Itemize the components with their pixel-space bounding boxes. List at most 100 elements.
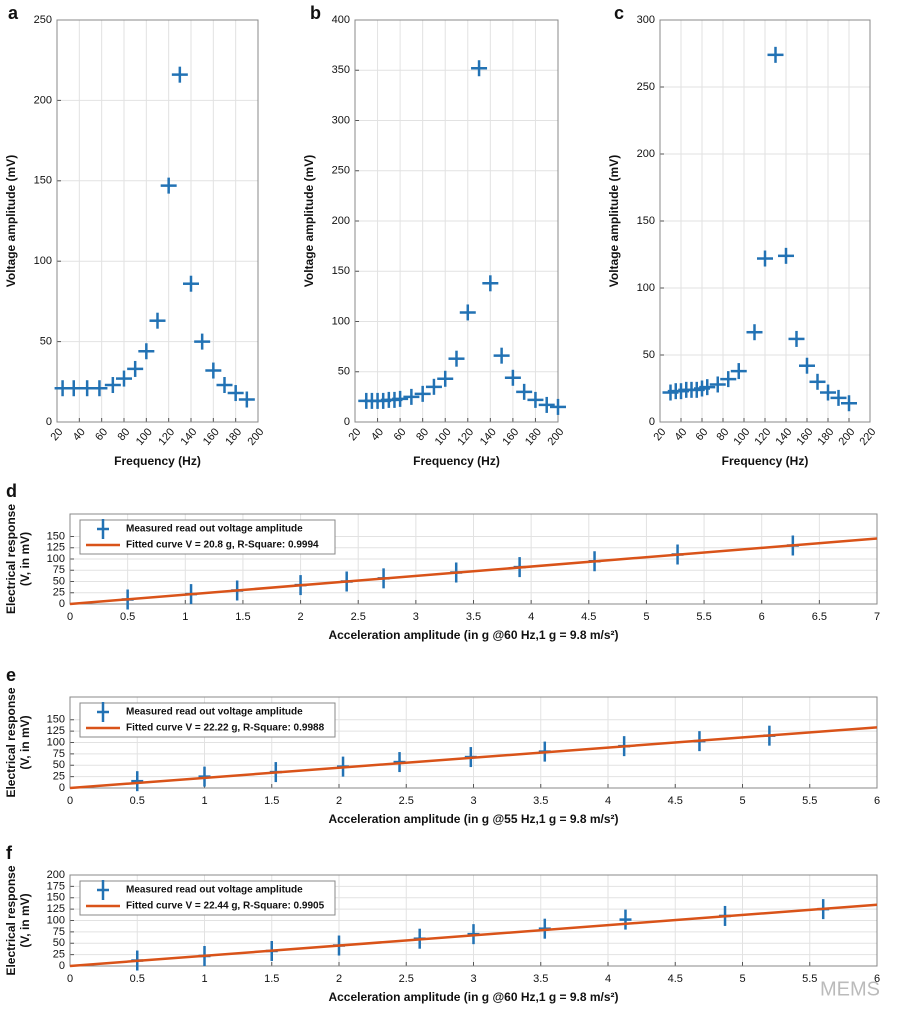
y-tick-label: 250 (332, 165, 350, 177)
x-axis-label: Frequency (Hz) (413, 454, 500, 468)
x-tick-label: 120 (156, 426, 177, 448)
data-point (799, 357, 815, 374)
y-tick-label: 0 (59, 782, 65, 794)
x-tick-label: 0 (67, 611, 73, 623)
x-tick-label: 200 (546, 426, 567, 448)
data-point (459, 304, 476, 321)
data-point (820, 384, 836, 401)
data-point (730, 363, 747, 380)
x-tick-label: 140 (478, 426, 499, 448)
y-tick-label: 150 (47, 714, 65, 726)
y-axis-label: Voltage amplitude (mV) (4, 155, 18, 287)
x-tick-label: 80 (414, 426, 431, 443)
x-tick-label: 5 (739, 973, 745, 985)
x-tick-label: 100 (433, 426, 454, 448)
y-tick-label: 100 (34, 255, 52, 267)
legend-label: Measured read out voltage amplitude (126, 885, 303, 896)
y-tick-label: 100 (332, 315, 350, 327)
y-tick-label: 100 (637, 282, 655, 294)
y-tick-label: 250 (34, 14, 52, 26)
x-tick-label: 5.5 (802, 795, 817, 807)
legend-swatch (97, 702, 109, 722)
x-tick-label: 0.5 (120, 611, 135, 623)
legend-label: Fitted curve V = 20.8 g, R-Square: 0.999… (126, 540, 319, 551)
y-tick-label: 150 (47, 530, 65, 542)
legend-label: Fitted curve V = 22.44 g, R-Square: 0.99… (126, 901, 325, 912)
y-tick-label: 200 (332, 215, 350, 227)
x-tick-label: 200 (837, 426, 858, 448)
y-tick-label: 150 (332, 265, 350, 277)
y-tick-label: 300 (332, 114, 350, 126)
data-point (194, 333, 211, 350)
x-axis-label: Frequency (Hz) (114, 454, 201, 468)
axes-frame (56, 19, 259, 423)
y-tick-label: 0 (59, 960, 65, 972)
axes-frame (69, 513, 878, 605)
panel-letter: d (6, 481, 17, 501)
y-tick-label: 200 (34, 94, 52, 106)
data-point (471, 60, 488, 77)
x-tick-label: 2.5 (399, 795, 414, 807)
x-tick-label: 0 (67, 795, 73, 807)
plot-area (56, 19, 259, 423)
legend-swatch (97, 880, 109, 900)
x-tick-label: 120 (455, 426, 476, 448)
data-point (746, 324, 763, 341)
x-tick-label: 20 (48, 426, 65, 443)
x-tick-label: 0 (67, 973, 73, 985)
y-tick-label: 50 (53, 937, 65, 949)
legend-label: Measured read out voltage amplitude (126, 707, 303, 718)
y-tick-label: 350 (332, 64, 350, 76)
panel-letter: b (310, 3, 321, 23)
data-point (809, 373, 826, 390)
y-tick-label: 75 (53, 926, 65, 938)
x-tick-label: 1.5 (264, 973, 279, 985)
x-tick-label: 6 (874, 795, 880, 807)
x-tick-label: 7 (874, 611, 880, 623)
data-point (504, 369, 521, 386)
x-tick-label: 0.5 (130, 795, 145, 807)
x-tick-label: 60 (693, 426, 710, 443)
x-tick-label: 160 (795, 426, 816, 448)
y-tick-label: 150 (637, 215, 655, 227)
axes-frame (69, 874, 878, 967)
x-tick-label: 40 (71, 426, 88, 443)
data-point (392, 390, 409, 407)
x-tick-label: 160 (201, 426, 222, 448)
y-axis-label: (V, in mV) (18, 532, 32, 586)
watermark: MEMS (820, 978, 880, 1000)
x-tick-label: 0.5 (130, 973, 145, 985)
x-tick-label: 140 (179, 426, 200, 448)
x-tick-label: 180 (223, 426, 244, 448)
y-tick-label: 200 (637, 148, 655, 160)
x-tick-label: 4.5 (668, 973, 683, 985)
data-point (425, 378, 442, 395)
data-point (841, 395, 857, 412)
x-tick-label: 60 (93, 426, 110, 443)
data-point (205, 362, 222, 379)
x-tick-label: 20 (346, 426, 363, 443)
panel-letter: a (8, 3, 19, 23)
data-point (171, 66, 188, 83)
x-axis-label: Acceleration amplitude (in g @60 Hz,1 g … (328, 628, 618, 642)
y-axis-label: Voltage amplitude (mV) (302, 155, 316, 287)
x-tick-label: 3 (470, 973, 476, 985)
y-tick-label: 50 (643, 349, 655, 361)
fit-line (69, 726, 878, 790)
y-tick-label: 50 (53, 575, 65, 587)
y-tick-label: 200 (47, 869, 65, 881)
legend-swatch (97, 519, 109, 539)
y-axis-label: (V, in mV) (18, 715, 32, 769)
data-point (183, 275, 199, 292)
y-axis-label: Electrical response (4, 687, 18, 797)
data-point (550, 398, 566, 415)
x-tick-label: 140 (774, 426, 795, 448)
x-tick-label: 80 (115, 426, 132, 443)
data-point (619, 909, 632, 930)
x-tick-label: 40 (672, 426, 689, 443)
x-tick-label: 3.5 (533, 973, 548, 985)
data-point (227, 385, 244, 402)
data-point (160, 177, 177, 194)
data-point (131, 771, 144, 792)
